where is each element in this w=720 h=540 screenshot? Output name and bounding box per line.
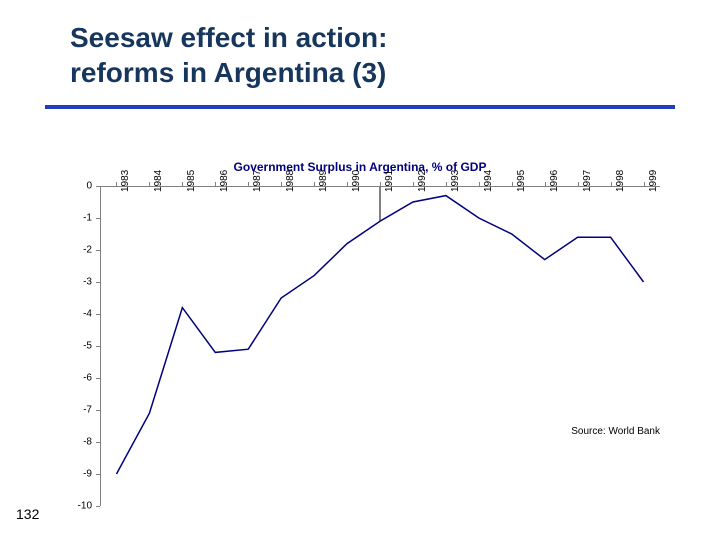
y-tick-label: -4 (60, 309, 92, 320)
y-tick-label: -5 (60, 341, 92, 352)
y-tick-label: -2 (60, 245, 92, 256)
source-label: Source: World Bank (571, 426, 660, 437)
y-tick-label: -7 (60, 405, 92, 416)
line-series (100, 186, 660, 506)
chart-container: Government Surplus in Argentina, % of GD… (60, 160, 660, 506)
title-line-2: reforms in Argentina (3) (70, 57, 386, 88)
y-tick-label: -6 (60, 373, 92, 384)
y-tick-label: -9 (60, 469, 92, 480)
slide: Seesaw effect in action: reforms in Arge… (0, 0, 720, 540)
title-divider (45, 105, 675, 109)
slide-title: Seesaw effect in action: reforms in Arge… (70, 20, 387, 90)
y-tick-label: -10 (60, 501, 92, 512)
title-line-1: Seesaw effect in action: (70, 22, 387, 53)
y-tick-label: -3 (60, 277, 92, 288)
y-tick-label: -1 (60, 213, 92, 224)
y-tick-label: -8 (60, 437, 92, 448)
chart-plot-area: 0-1-2-3-4-5-6-7-8-9-10198319841985198619… (60, 186, 660, 506)
page-number: 132 (16, 506, 39, 522)
y-tick-label: 0 (60, 181, 92, 192)
y-tick (96, 506, 100, 507)
